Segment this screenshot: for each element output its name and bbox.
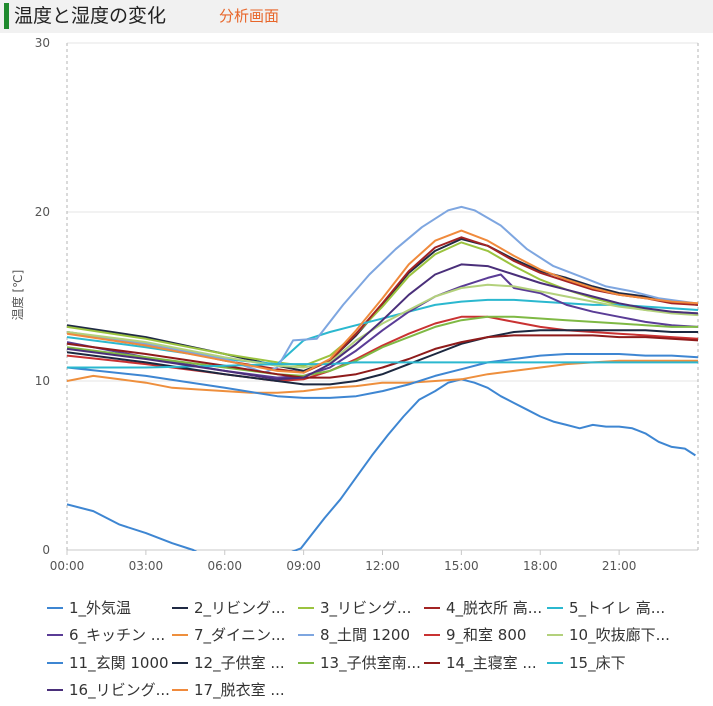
legend-item[interactable]: 10_吹抜廊下... [547, 626, 670, 645]
legend-label: 16_リビング... [69, 681, 170, 700]
chart-header: 温度と湿度の変化 分析画面 [0, 0, 713, 33]
x-tick-label: 21:00 [602, 559, 637, 573]
temperature-line-chart: 0 10 20 30 00:00 03:00 06:00 09:00 12:00 15:00 18… [10, 36, 699, 700]
series-lines [67, 205, 698, 551]
legend-item[interactable]: 8_土間 1200 [298, 626, 410, 645]
x-tick-label: 06:00 [207, 559, 242, 573]
header-accent-bar [4, 3, 9, 29]
legend-label: 13_子供室南... [320, 654, 421, 673]
legend-label: 4_脱衣所 高... [446, 599, 542, 618]
legend-item[interactable]: 17_脱衣室 ... [172, 681, 285, 700]
analysis-screen-link[interactable]: 分析画面 [219, 7, 280, 25]
legend-label: 6_キッチン ... [69, 626, 165, 645]
series-line [67, 329, 698, 386]
y-axis-ticks: 0 10 20 30 [35, 36, 50, 557]
legend-label: 12_子供室 ... [194, 654, 285, 673]
legend-item[interactable]: 15_床下 [547, 654, 626, 673]
x-tick-label: 03:00 [129, 559, 164, 573]
legend-item[interactable]: 6_キッチン ... [47, 626, 165, 645]
x-tick-label: 09:00 [286, 559, 321, 573]
legend-label: 17_脱衣室 ... [194, 681, 285, 700]
series-line [67, 378, 696, 551]
legend-item[interactable]: 4_脱衣所 高... [424, 599, 542, 618]
legend-item[interactable]: 13_子供室南... [298, 654, 421, 673]
series-line [67, 283, 698, 369]
legend-item[interactable]: 5_トイレ 高... [547, 599, 665, 618]
y-tick-label: 20 [35, 205, 50, 219]
x-tick-label: 18:00 [523, 559, 558, 573]
series-line [67, 353, 698, 399]
legend-item[interactable]: 11_玄関 1000 [47, 654, 169, 673]
series-line [67, 273, 698, 379]
legend-label: 1_外気温 [69, 599, 131, 618]
grid-lines [66, 42, 699, 551]
legend-label: 8_土間 1200 [320, 626, 410, 645]
legend-label: 3_リビング... [320, 599, 411, 618]
legend-item[interactable]: 16_リビング... [47, 681, 170, 700]
y-tick-label: 0 [42, 543, 50, 557]
x-axis-ticks: 00:00 03:00 06:00 09:00 12:00 15:00 18:00 21:00 [50, 550, 637, 573]
series-line [67, 241, 698, 367]
legend-item[interactable]: 9_和室 800 [424, 626, 526, 645]
legend-item[interactable]: 2_リビング... [172, 599, 285, 618]
y-tick-label: 10 [35, 374, 50, 388]
legend-label: 5_トイレ 高... [569, 599, 665, 618]
y-tick-label: 30 [35, 36, 50, 50]
legend-label: 15_床下 [569, 654, 626, 673]
series-line [67, 263, 698, 381]
chart-title: 温度と湿度の変化 [14, 5, 167, 27]
legend-item[interactable]: 14_主寝室 ... [424, 654, 537, 673]
x-tick-label: 12:00 [365, 559, 400, 573]
legend-label: 10_吹抜廊下... [569, 626, 670, 645]
series-line [67, 361, 698, 369]
x-tick-label: 15:00 [444, 559, 479, 573]
series-line [67, 334, 698, 379]
legend-item[interactable]: 12_子供室 ... [172, 654, 285, 673]
legend-label: 9_和室 800 [446, 626, 526, 645]
legend-label: 11_玄関 1000 [69, 654, 169, 673]
legend-item[interactable]: 7_ダイニン... [172, 626, 285, 645]
y-axis-label: 温度 [℃] [10, 270, 25, 321]
chart-legend: 1_外気温 2_リビング... 3_リビング... 4_脱衣所 高... 5_トイレ 高… [47, 599, 670, 700]
x-tick-label: 00:00 [50, 559, 85, 573]
legend-label: 2_リビング... [194, 599, 285, 618]
legend-label: 7_ダイニン... [194, 626, 285, 645]
legend-item[interactable]: 1_外気温 [47, 599, 131, 618]
legend-label: 14_主寝室 ... [446, 654, 537, 673]
series-line [67, 229, 698, 374]
legend-item[interactable]: 3_リビング... [298, 599, 411, 618]
